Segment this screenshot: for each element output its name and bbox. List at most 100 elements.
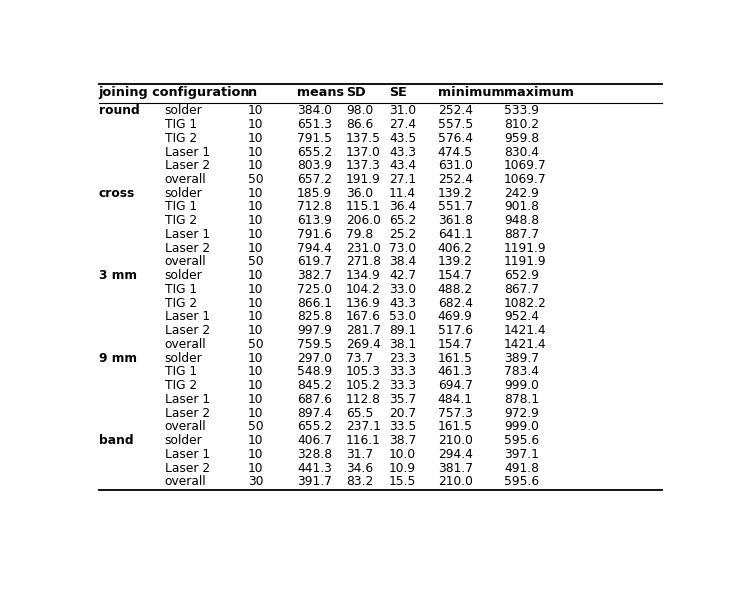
- Text: minimum: minimum: [438, 86, 505, 99]
- Text: 242.9: 242.9: [504, 187, 539, 200]
- Text: 397.1: 397.1: [504, 448, 539, 461]
- Text: 461.3: 461.3: [438, 365, 473, 378]
- Text: 104.2: 104.2: [346, 283, 381, 296]
- Text: 619.7: 619.7: [297, 255, 332, 269]
- Text: 384.0: 384.0: [297, 104, 332, 117]
- Text: 441.3: 441.3: [297, 462, 332, 474]
- Text: 1069.7: 1069.7: [504, 159, 547, 172]
- Text: Laser 2: Laser 2: [165, 462, 210, 474]
- Text: 1082.2: 1082.2: [504, 296, 547, 310]
- Text: 997.9: 997.9: [297, 324, 332, 337]
- Text: 269.4: 269.4: [346, 338, 381, 351]
- Text: 161.5: 161.5: [438, 352, 473, 365]
- Text: 105.2: 105.2: [346, 379, 381, 392]
- Text: TIG 2: TIG 2: [165, 132, 197, 145]
- Text: 488.2: 488.2: [438, 283, 473, 296]
- Text: 105.3: 105.3: [346, 365, 381, 378]
- Text: 557.5: 557.5: [438, 118, 473, 131]
- Text: 791.6: 791.6: [297, 228, 332, 241]
- Text: 154.7: 154.7: [438, 269, 473, 282]
- Text: 137.0: 137.0: [346, 146, 381, 159]
- Text: 27.4: 27.4: [389, 118, 416, 131]
- Text: maximum: maximum: [504, 86, 574, 99]
- Text: 651.3: 651.3: [297, 118, 332, 131]
- Text: 972.9: 972.9: [504, 407, 539, 420]
- Text: TIG 1: TIG 1: [165, 283, 197, 296]
- Text: 294.4: 294.4: [438, 448, 473, 461]
- Text: 657.2: 657.2: [297, 173, 332, 186]
- Text: 469.9: 469.9: [438, 310, 473, 324]
- Text: 694.7: 694.7: [438, 379, 473, 392]
- Text: 491.8: 491.8: [504, 462, 539, 474]
- Text: 10: 10: [248, 310, 263, 324]
- Text: 845.2: 845.2: [297, 379, 332, 392]
- Text: solder: solder: [165, 187, 203, 200]
- Text: 137.3: 137.3: [346, 159, 381, 172]
- Text: 948.8: 948.8: [504, 214, 539, 227]
- Text: 73.0: 73.0: [389, 242, 416, 255]
- Text: n: n: [248, 86, 257, 99]
- Text: 36.0: 36.0: [346, 187, 373, 200]
- Text: means: means: [297, 86, 344, 99]
- Text: 406.2: 406.2: [438, 242, 473, 255]
- Text: 136.9: 136.9: [346, 296, 381, 310]
- Text: 38.7: 38.7: [389, 434, 416, 447]
- Text: SE: SE: [389, 86, 407, 99]
- Text: 10: 10: [248, 187, 263, 200]
- Text: 517.6: 517.6: [438, 324, 473, 337]
- Text: 139.2: 139.2: [438, 187, 473, 200]
- Text: 30: 30: [248, 476, 263, 488]
- Text: TIG 2: TIG 2: [165, 214, 197, 227]
- Text: 9 mm: 9 mm: [99, 352, 137, 365]
- Text: 137.5: 137.5: [346, 132, 381, 145]
- Text: 116.1: 116.1: [346, 434, 381, 447]
- Text: 15.5: 15.5: [389, 476, 416, 488]
- Text: overall: overall: [165, 173, 206, 186]
- Text: overall: overall: [165, 476, 206, 488]
- Text: 10: 10: [248, 379, 263, 392]
- Text: 98.0: 98.0: [346, 104, 373, 117]
- Text: 36.4: 36.4: [389, 200, 416, 214]
- Text: 33.3: 33.3: [389, 379, 416, 392]
- Text: 652.9: 652.9: [504, 269, 539, 282]
- Text: 1191.9: 1191.9: [504, 255, 547, 269]
- Text: 50: 50: [248, 420, 263, 433]
- Text: 53.0: 53.0: [389, 310, 416, 324]
- Text: 999.0: 999.0: [504, 420, 539, 433]
- Text: 23.3: 23.3: [389, 352, 416, 365]
- Text: 757.3: 757.3: [438, 407, 473, 420]
- Text: 43.3: 43.3: [389, 146, 416, 159]
- Text: 112.8: 112.8: [346, 393, 381, 406]
- Text: 3 mm: 3 mm: [99, 269, 137, 282]
- Text: 35.7: 35.7: [389, 393, 416, 406]
- Text: 887.7: 887.7: [504, 228, 539, 241]
- Text: 237.1: 237.1: [346, 420, 381, 433]
- Text: 161.5: 161.5: [438, 420, 473, 433]
- Text: 952.4: 952.4: [504, 310, 539, 324]
- Text: overall: overall: [165, 338, 206, 351]
- Text: overall: overall: [165, 255, 206, 269]
- Text: 389.7: 389.7: [504, 352, 539, 365]
- Text: 65.5: 65.5: [346, 407, 373, 420]
- Text: 576.4: 576.4: [438, 132, 473, 145]
- Text: 167.6: 167.6: [346, 310, 381, 324]
- Text: 999.0: 999.0: [504, 379, 539, 392]
- Text: TIG 2: TIG 2: [165, 296, 197, 310]
- Text: 73.7: 73.7: [346, 352, 373, 365]
- Text: 613.9: 613.9: [297, 214, 332, 227]
- Text: 1421.4: 1421.4: [504, 338, 547, 351]
- Text: 83.2: 83.2: [346, 476, 373, 488]
- Text: solder: solder: [165, 104, 203, 117]
- Text: 271.8: 271.8: [346, 255, 381, 269]
- Text: 79.8: 79.8: [346, 228, 373, 241]
- Text: Laser 1: Laser 1: [165, 146, 210, 159]
- Text: 533.9: 533.9: [504, 104, 539, 117]
- Text: 43.5: 43.5: [389, 132, 416, 145]
- Text: 631.0: 631.0: [438, 159, 473, 172]
- Text: TIG 1: TIG 1: [165, 118, 197, 131]
- Text: 712.8: 712.8: [297, 200, 332, 214]
- Text: 810.2: 810.2: [504, 118, 539, 131]
- Text: 595.6: 595.6: [504, 476, 539, 488]
- Text: 1421.4: 1421.4: [504, 324, 547, 337]
- Text: 361.8: 361.8: [438, 214, 473, 227]
